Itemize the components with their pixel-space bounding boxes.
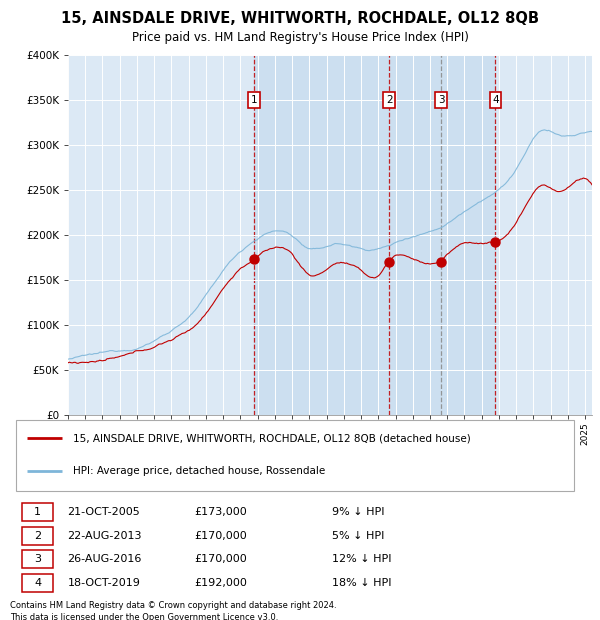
FancyBboxPatch shape [22,527,53,545]
Text: 1: 1 [251,95,257,105]
Text: £192,000: £192,000 [194,578,247,588]
Text: 18% ↓ HPI: 18% ↓ HPI [332,578,392,588]
Text: 2: 2 [386,95,392,105]
Text: 21-OCT-2005: 21-OCT-2005 [67,507,140,517]
Text: £170,000: £170,000 [194,531,247,541]
Text: This data is licensed under the Open Government Licence v3.0.: This data is licensed under the Open Gov… [10,613,278,620]
Text: 4: 4 [34,578,41,588]
Text: Price paid vs. HM Land Registry's House Price Index (HPI): Price paid vs. HM Land Registry's House … [131,31,469,44]
Text: 15, AINSDALE DRIVE, WHITWORTH, ROCHDALE, OL12 8QB (detached house): 15, AINSDALE DRIVE, WHITWORTH, ROCHDALE,… [73,433,471,443]
FancyBboxPatch shape [16,420,574,491]
Text: 5% ↓ HPI: 5% ↓ HPI [332,531,385,541]
Text: 4: 4 [492,95,499,105]
Text: 12% ↓ HPI: 12% ↓ HPI [332,554,392,564]
FancyBboxPatch shape [22,550,53,568]
Text: £170,000: £170,000 [194,554,247,564]
Text: 26-AUG-2016: 26-AUG-2016 [67,554,142,564]
Text: 3: 3 [438,95,445,105]
Text: 3: 3 [34,554,41,564]
Text: £173,000: £173,000 [194,507,247,517]
Bar [254,55,496,415]
Text: 9% ↓ HPI: 9% ↓ HPI [332,507,385,517]
Text: 2: 2 [34,531,41,541]
FancyBboxPatch shape [22,503,53,521]
FancyBboxPatch shape [22,574,53,592]
Text: 22-AUG-2013: 22-AUG-2013 [67,531,142,541]
Text: 15, AINSDALE DRIVE, WHITWORTH, ROCHDALE, OL12 8QB: 15, AINSDALE DRIVE, WHITWORTH, ROCHDALE,… [61,11,539,26]
Text: 1: 1 [34,507,41,517]
Text: 18-OCT-2019: 18-OCT-2019 [67,578,140,588]
Text: Contains HM Land Registry data © Crown copyright and database right 2024.: Contains HM Land Registry data © Crown c… [10,601,337,609]
Text: HPI: Average price, detached house, Rossendale: HPI: Average price, detached house, Ross… [73,466,325,476]
